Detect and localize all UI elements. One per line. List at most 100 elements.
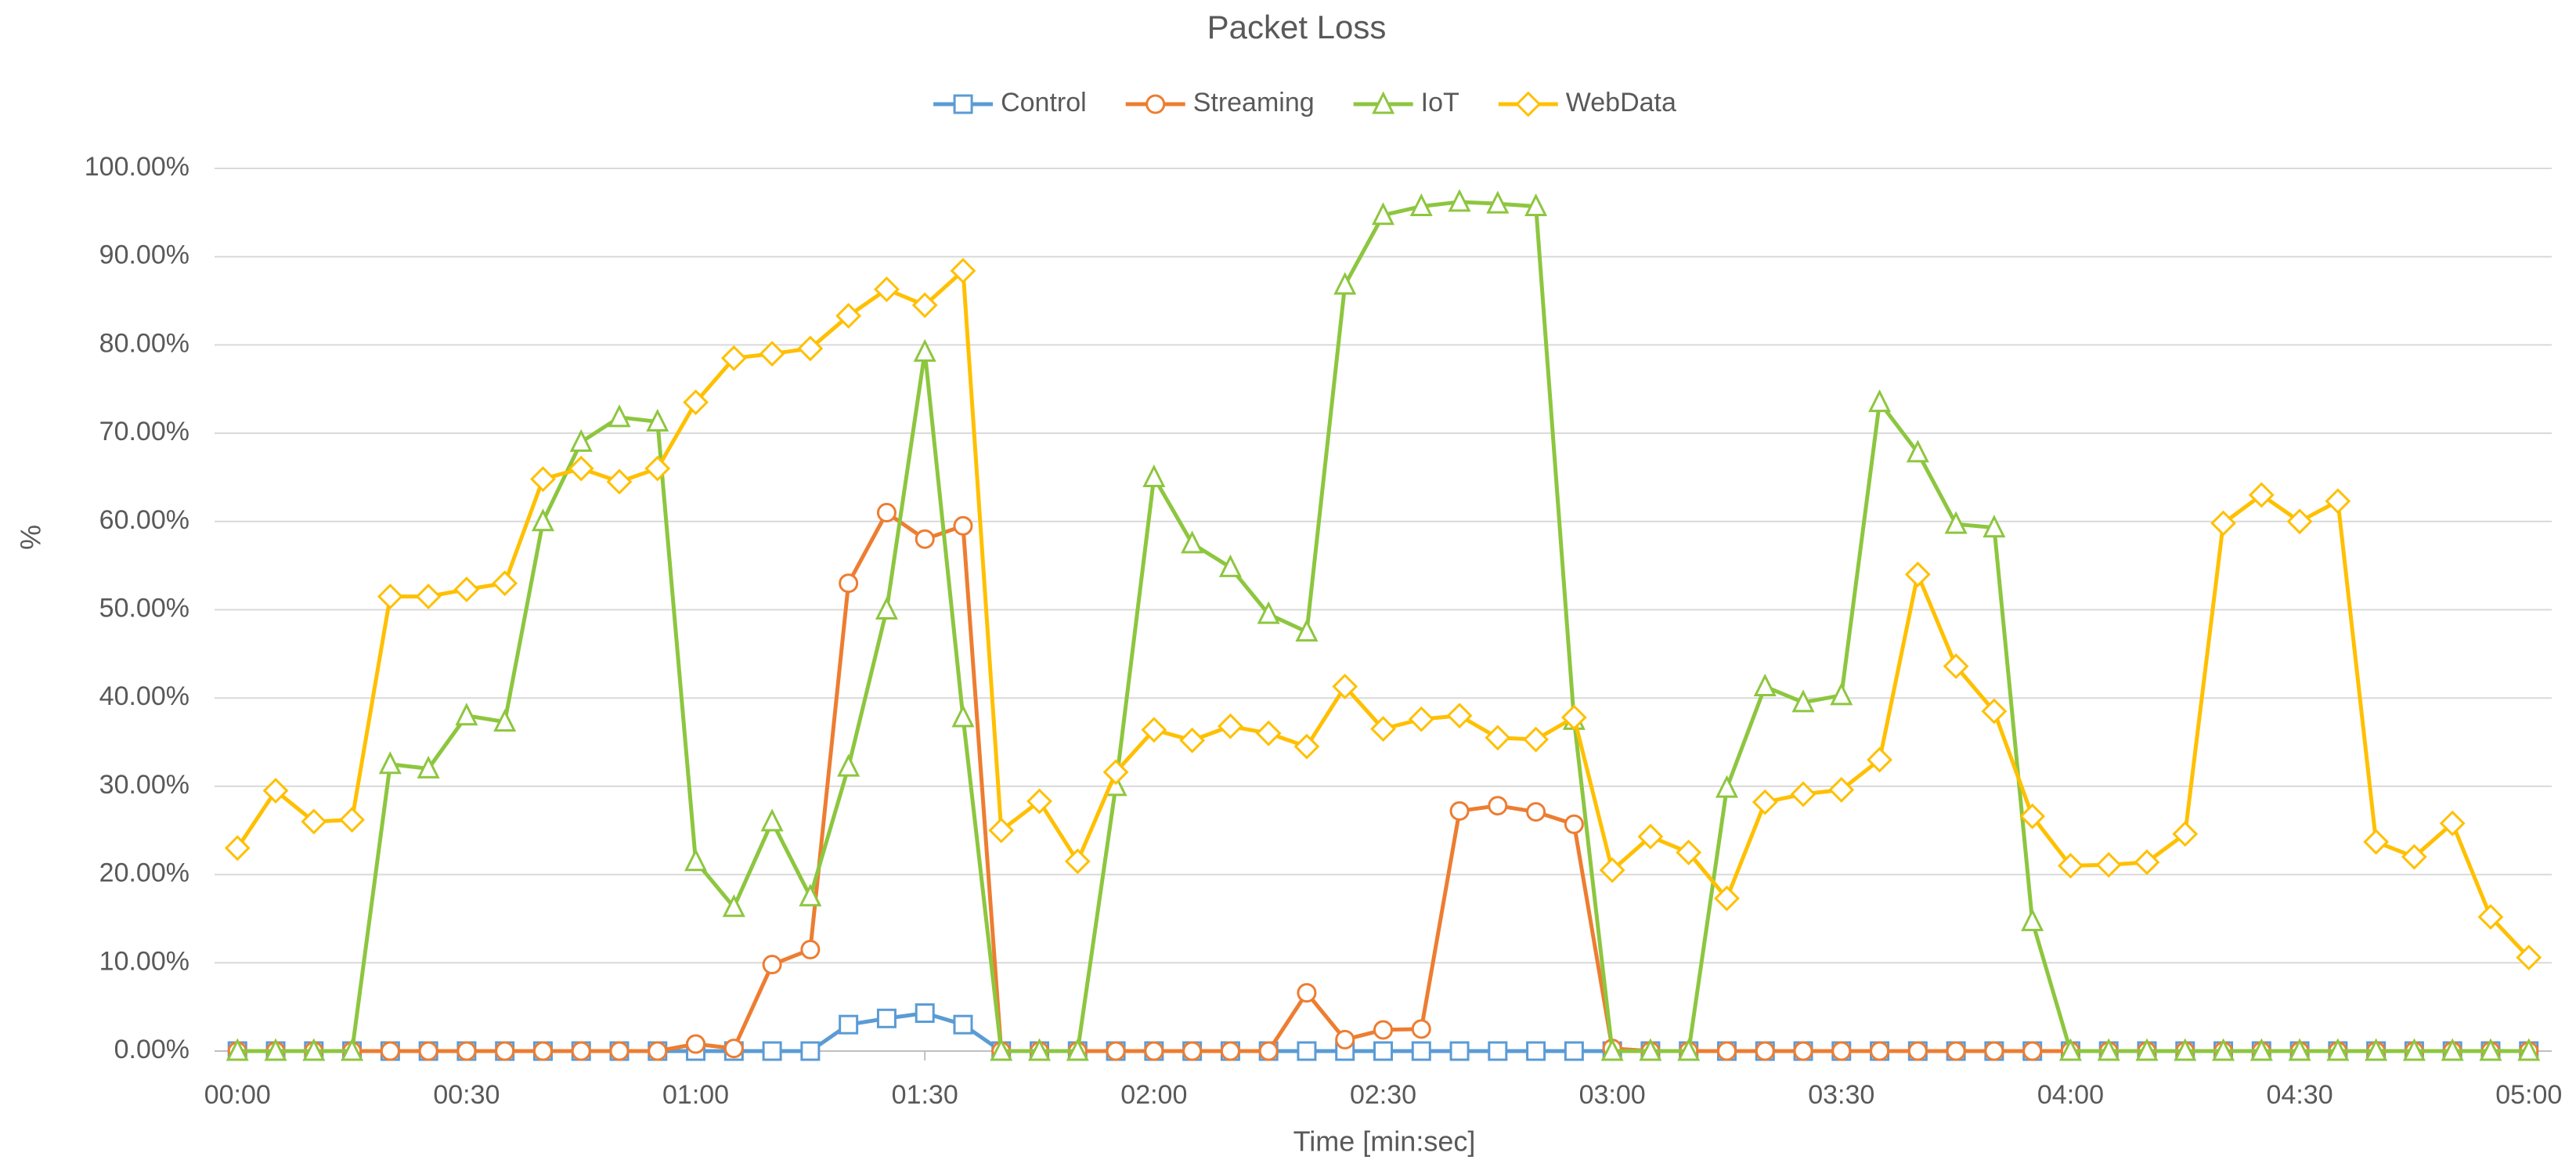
marker-diamond [1943, 653, 1969, 680]
marker-triangle [722, 894, 745, 917]
marker-diamond [339, 807, 366, 833]
marker-circle [609, 1041, 630, 1061]
y-tick-label: 90.00% [99, 240, 189, 270]
marker-diamond [453, 576, 480, 603]
marker-diamond [1446, 703, 1473, 729]
marker-triangle [608, 404, 631, 428]
marker-diamond [1064, 848, 1091, 875]
marker-circle [1488, 796, 1508, 816]
marker-diamond [606, 468, 633, 495]
marker-triangle [2212, 1038, 2235, 1061]
y-tick-label: 70.00% [99, 417, 189, 446]
marker-triangle [1944, 511, 1968, 534]
chart-title: Packet Loss [1207, 9, 1387, 45]
y-tick-label: 0.00% [114, 1035, 189, 1064]
marker-circle [686, 1034, 706, 1054]
marker-diamond [1714, 885, 1740, 912]
marker-diamond [1408, 706, 1434, 732]
marker-circle [456, 1041, 477, 1061]
marker-triangle [1524, 193, 1548, 216]
marker-diamond [2095, 851, 2122, 878]
y-tick-label: 30.00% [99, 770, 189, 800]
marker-diamond [1485, 724, 1511, 751]
marker-square [839, 1014, 859, 1035]
marker-circle [800, 939, 821, 959]
marker-triangle [2174, 1038, 2197, 1061]
marker-diamond [1293, 733, 1320, 760]
marker-triangle [2021, 908, 2044, 931]
marker-triangle [341, 1038, 364, 1061]
marker-diamond [720, 345, 747, 371]
marker-diamond [1790, 781, 1817, 808]
marker-circle [418, 1041, 438, 1061]
marker-triangle [2288, 1038, 2311, 1061]
series-line [236, 269, 2531, 959]
marker-diamond [1255, 720, 1282, 746]
marker-triangle [1257, 601, 1280, 624]
marker-circle [1984, 1041, 2004, 1061]
marker-circle [495, 1041, 515, 1061]
series [225, 189, 2541, 1061]
marker-triangle [1791, 689, 1815, 713]
marker-diamond [1981, 698, 2008, 724]
marker-square [953, 94, 973, 114]
marker-triangle [1448, 189, 1471, 212]
marker-diamond [1904, 561, 1931, 587]
marker-triangle [1486, 190, 1510, 214]
marker-diamond [2401, 844, 2427, 870]
marker-circle [1946, 1041, 1966, 1061]
marker-circle [1716, 1041, 1737, 1061]
marker-square [762, 1041, 782, 1061]
marker-triangle [2249, 1038, 2273, 1061]
marker-circle [1870, 1041, 1890, 1061]
marker-diamond [835, 302, 862, 329]
x-tick-label: 00:00 [204, 1080, 271, 1110]
y-tick-label: 80.00% [99, 328, 189, 358]
marker-triangle [225, 1038, 249, 1061]
marker-triangle [1600, 1038, 1624, 1061]
marker-diamond [911, 292, 938, 319]
marker-triangle [1218, 554, 1242, 577]
marker-circle [532, 1041, 553, 1061]
marker-diamond [1599, 857, 1625, 883]
marker-triangle [264, 1038, 287, 1061]
marker-triangle [1295, 619, 1319, 642]
y-tick-label: 60.00% [99, 505, 189, 535]
marker-triangle [1409, 193, 1433, 216]
marker-triangle [1371, 202, 1395, 226]
marker-triangle [1677, 1038, 1701, 1061]
marker-triangle [2058, 1038, 2082, 1061]
y-axis-title: % [15, 525, 47, 550]
marker-diamond [1752, 789, 1778, 815]
y-tick-label: 100.00% [85, 152, 189, 182]
marker-triangle [378, 751, 402, 775]
marker-square [800, 1041, 821, 1061]
marker-diamond [2248, 482, 2275, 508]
marker-diamond [2439, 810, 2466, 836]
marker-triangle [1983, 515, 2006, 538]
marker-triangle [569, 428, 593, 452]
series-line [237, 511, 2529, 1053]
marker-circle [839, 573, 859, 594]
marker-triangle [760, 808, 784, 832]
marker-diamond [2477, 904, 2504, 930]
marker-diamond [262, 778, 289, 804]
marker-circle [1182, 1041, 1203, 1061]
marker-triangle [1142, 464, 1166, 487]
marker-diamond [988, 817, 1015, 844]
marker-circle [1793, 1041, 1813, 1061]
marker-circle [1220, 1041, 1240, 1061]
marker-diamond [1637, 823, 1664, 850]
marker-triangle [2479, 1038, 2502, 1061]
marker-circle [1144, 1041, 1164, 1061]
marker-triangle [1181, 530, 1204, 554]
marker-triangle [951, 704, 975, 728]
x-tick-label: 03:30 [1808, 1080, 1874, 1110]
marker-diamond [874, 276, 900, 302]
x-tick-label: 00:30 [433, 1080, 500, 1110]
marker-triangle [1715, 775, 1738, 798]
marker-diamond [1179, 727, 1206, 753]
marker-diamond [950, 258, 976, 284]
